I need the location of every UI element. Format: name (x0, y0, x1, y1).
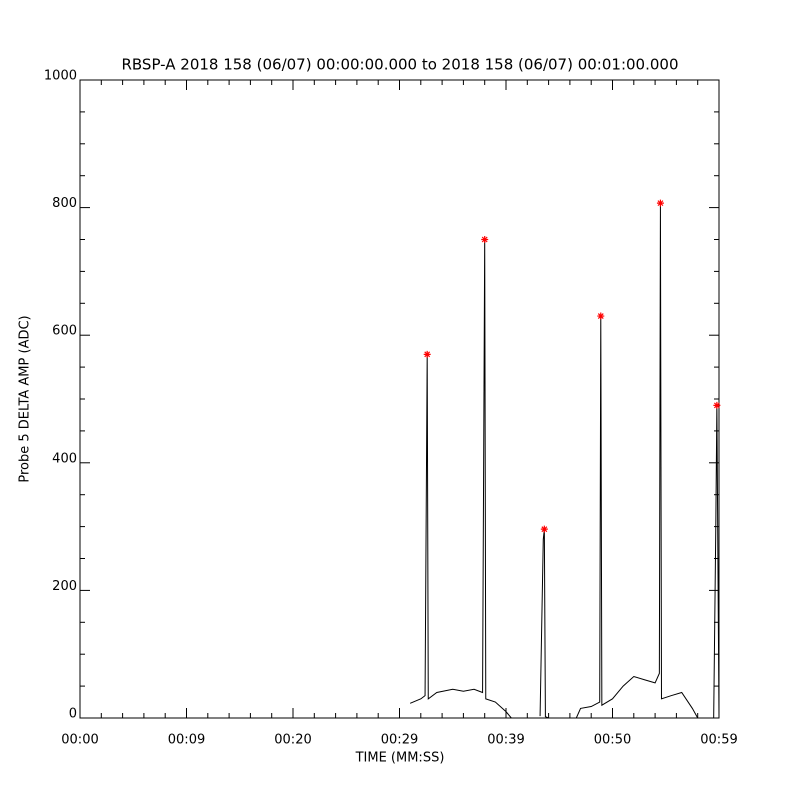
y-axis-label: Probe 5 DELTA AMP (ADC) (18, 315, 33, 482)
y-tick-label: 1000 (44, 69, 77, 84)
y-tick-label: 200 (52, 579, 77, 594)
y-tick-label: 400 (52, 451, 77, 466)
peak-marker (597, 312, 605, 320)
x-tick-label: 00:39 (487, 733, 524, 748)
x-tick-label: 00:00 (61, 733, 98, 748)
y-tick-label: 600 (52, 324, 77, 339)
x-tick-label: 00:20 (274, 733, 311, 748)
peak-marker (540, 525, 548, 533)
x-tick-label: 00:09 (168, 733, 205, 748)
x-axis-label: TIME (MM:SS) (355, 751, 445, 766)
peak-marker (423, 350, 431, 358)
peak-marker (481, 236, 489, 243)
x-tick-label: 00:59 (700, 733, 737, 748)
peak-marker (656, 199, 664, 207)
y-tick-label: 800 (52, 196, 77, 211)
x-tick-label: 00:29 (381, 733, 418, 748)
x-tick-label: 00:50 (594, 733, 631, 748)
peak-marker (713, 401, 721, 409)
y-tick-label: 0 (69, 707, 77, 722)
chart-title: RBSP-A 2018 158 (06/07) 00:00:00.000 to … (121, 56, 678, 74)
